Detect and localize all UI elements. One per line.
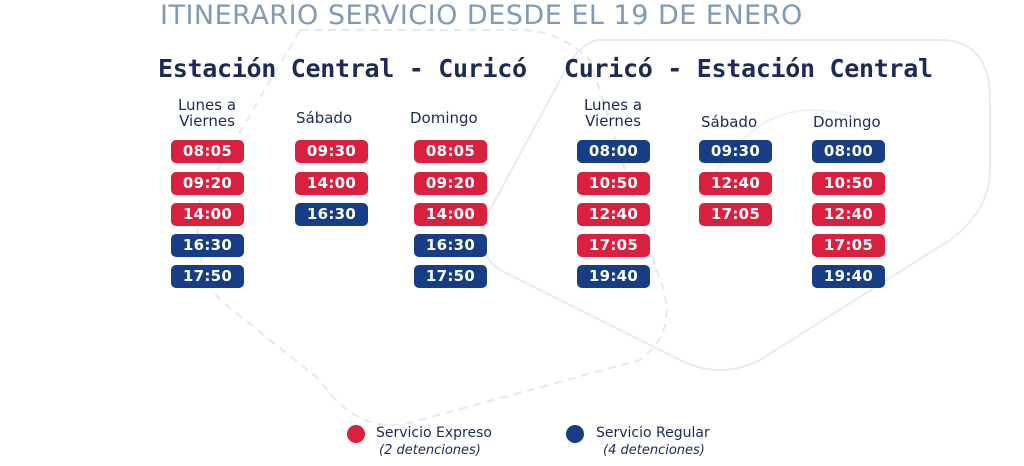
departure-time-pill: 12:40	[812, 203, 885, 226]
departure-time-pill: 10:50	[577, 172, 650, 195]
legend-regular-label: Servicio Regular	[596, 425, 710, 441]
departure-time-pill: 16:30	[171, 234, 244, 257]
route-title-curico-santiago: Curicó - Estación Central	[564, 54, 933, 83]
day-header-weekdays: Lunes a Viernes	[167, 97, 247, 129]
departure-time-pill: 19:40	[577, 265, 650, 288]
departure-time-pill: 16:30	[414, 234, 487, 257]
legend-express-label: Servicio Expreso	[376, 425, 492, 441]
departure-time-pill: 08:00	[577, 140, 650, 163]
departure-time-pill: 14:00	[295, 172, 368, 195]
departure-time-pill: 17:05	[699, 203, 772, 226]
legend-express-note: (2 detenciones)	[379, 443, 481, 458]
day-label-line1: Lunes a	[583, 96, 643, 114]
departure-time-pill: 10:50	[812, 172, 885, 195]
departure-time-pill: 09:20	[414, 172, 487, 195]
day-header-saturday: Sábado	[701, 113, 758, 131]
departure-time-pill: 12:40	[577, 203, 650, 226]
departure-time-pill: 17:05	[577, 234, 650, 257]
regular-dot-icon	[566, 425, 584, 443]
departure-time-pill: 09:20	[171, 172, 244, 195]
day-label-line1: Lunes a	[177, 96, 237, 114]
day-label-line2: Viernes	[585, 112, 641, 130]
departure-time-pill: 16:30	[295, 203, 368, 226]
page-title: ITINERARIO SERVICIO DESDE EL 19 DE ENERO	[160, 0, 803, 31]
day-header-sunday: Domingo	[410, 109, 478, 127]
departure-time-pill: 17:50	[171, 265, 244, 288]
day-label-line2: Viernes	[179, 112, 235, 130]
departure-time-pill: 12:40	[699, 172, 772, 195]
departure-time-pill: 08:00	[812, 140, 885, 163]
day-header-sunday: Domingo	[813, 113, 881, 131]
departure-time-pill: 17:50	[414, 265, 487, 288]
departure-time-pill: 19:40	[812, 265, 885, 288]
departure-time-pill: 17:05	[812, 234, 885, 257]
departure-time-pill: 14:00	[171, 203, 244, 226]
departure-time-pill: 09:30	[295, 140, 368, 163]
departure-time-pill: 14:00	[414, 203, 487, 226]
departure-time-pill: 09:30	[699, 140, 772, 163]
departure-time-pill: 08:05	[171, 140, 244, 163]
day-header-weekdays: Lunes a Viernes	[573, 97, 653, 129]
legend-regular-note: (4 detenciones)	[603, 443, 705, 458]
departure-time-pill: 08:05	[414, 140, 487, 163]
route-title-santiago-curico: Estación Central - Curicó	[158, 54, 527, 83]
day-header-saturday: Sábado	[296, 109, 353, 127]
express-dot-icon	[347, 425, 365, 443]
